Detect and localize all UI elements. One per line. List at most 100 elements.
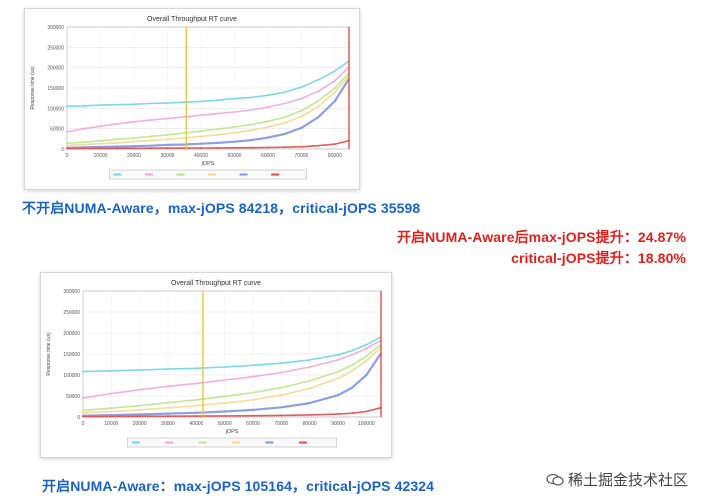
- data-point: [337, 394, 339, 397]
- data-point: [233, 131, 236, 134]
- watermark-text: 稀土掘金技术社区: [567, 472, 688, 489]
- data-point: [283, 116, 286, 119]
- data-point: [82, 147, 85, 150]
- data-point: [82, 141, 85, 144]
- data-point: [252, 398, 254, 401]
- data-point: [334, 70, 336, 72]
- data-point: [351, 412, 354, 415]
- data-point: [233, 111, 236, 113]
- data-point: [133, 145, 135, 148]
- data-point: [66, 131, 68, 133]
- data-point: [283, 102, 286, 105]
- data-point: [183, 137, 186, 139]
- data-point: [116, 103, 119, 106]
- data-point: [283, 122, 286, 124]
- data-point: [337, 377, 339, 380]
- chart-title: Overall Throughput RT curve: [171, 280, 261, 287]
- data-point: [308, 380, 311, 382]
- y-tick-label: 100000: [63, 373, 80, 379]
- data-point: [317, 79, 319, 81]
- data-point: [351, 386, 354, 389]
- data-point: [317, 105, 319, 108]
- data-point: [66, 147, 68, 150]
- data-point: [250, 129, 253, 132]
- data-point: [116, 147, 119, 150]
- data-point: [195, 398, 198, 401]
- data-point: [334, 91, 336, 93]
- x-tick-label: 10000: [94, 153, 108, 159]
- x-tick-label: 0: [82, 421, 85, 427]
- data-point: [280, 362, 283, 365]
- data-point: [223, 410, 226, 413]
- data-point: [82, 415, 84, 418]
- data-point: [317, 100, 319, 102]
- improvement-critical-text: critical-jOPS提升：18.80%: [511, 250, 686, 266]
- data-point: [250, 109, 253, 111]
- data-point: [166, 144, 169, 146]
- data-point: [200, 147, 202, 149]
- data-point: [365, 347, 368, 350]
- data-point: [300, 97, 303, 100]
- data-point: [267, 146, 269, 149]
- y-axis-label: Response time (us): [30, 66, 36, 110]
- data-point: [183, 143, 186, 146]
- data-point: [166, 102, 169, 104]
- y-tick-label: 150000: [47, 86, 64, 92]
- data-point: [82, 105, 85, 107]
- data-point: [82, 411, 84, 414]
- data-point: [334, 143, 336, 146]
- data-point: [267, 120, 269, 123]
- data-point: [365, 410, 368, 413]
- x-tick-label: 50000: [227, 153, 241, 159]
- data-point: [195, 382, 198, 385]
- y-tick-label: 250000: [47, 45, 64, 51]
- data-point: [250, 96, 253, 99]
- data-point: [200, 142, 202, 145]
- series-line-3: [66, 73, 349, 145]
- data-point: [110, 410, 113, 413]
- data-point: [138, 369, 141, 371]
- data-point: [337, 359, 339, 361]
- x-tick-label: 30000: [161, 421, 175, 427]
- data-point: [250, 123, 253, 126]
- y-tick-label: 300000: [63, 289, 80, 295]
- data-point: [300, 109, 303, 112]
- data-point: [167, 415, 169, 418]
- data-point: [167, 385, 169, 388]
- data-point: [167, 368, 169, 370]
- x-tick-label: 30000: [161, 153, 175, 159]
- data-point: [308, 402, 311, 404]
- data-point: [183, 147, 186, 150]
- data-point: [334, 79, 336, 82]
- data-point: [149, 139, 152, 142]
- data-point: [133, 147, 135, 150]
- data-point: [166, 133, 169, 136]
- data-point: [308, 414, 311, 416]
- data-point: [308, 359, 311, 361]
- data-point: [167, 412, 169, 415]
- data-point: [138, 413, 141, 416]
- data-point: [99, 142, 102, 145]
- y-tick-label: 200000: [63, 331, 80, 337]
- data-point: [267, 94, 269, 97]
- data-point: [308, 387, 311, 390]
- x-tick-label: 50000: [218, 421, 232, 427]
- data-point: [351, 349, 354, 352]
- data-point: [183, 101, 186, 104]
- data-point: [166, 138, 169, 141]
- x-tick-label: 0: [66, 153, 69, 159]
- data-point: [233, 126, 236, 128]
- data-point: [110, 407, 113, 410]
- series-line-2: [66, 67, 349, 133]
- data-point: [280, 414, 283, 417]
- data-point: [223, 415, 226, 417]
- data-point: [300, 145, 303, 148]
- data-point: [116, 142, 119, 144]
- data-point: [283, 146, 286, 149]
- data-point: [216, 147, 219, 149]
- data-point: [133, 140, 135, 143]
- data-point: [200, 114, 202, 117]
- x-tick-label: 20000: [127, 153, 141, 159]
- data-point: [166, 147, 169, 150]
- data-point: [216, 133, 219, 136]
